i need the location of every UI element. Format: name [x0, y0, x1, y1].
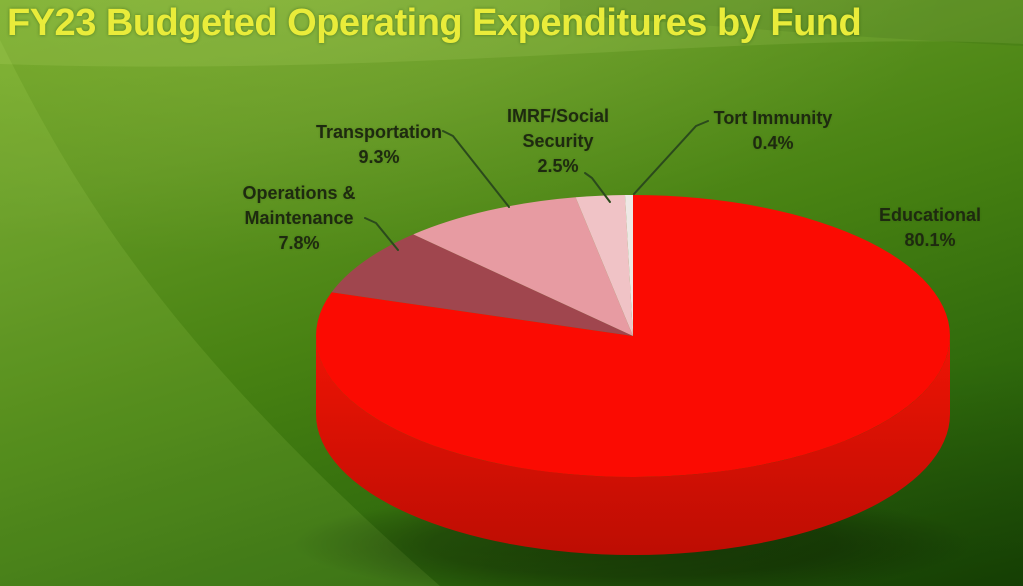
pie-slices: [315, 194, 950, 477]
callout-value: 9.3%: [358, 147, 400, 167]
callout-value: 7.8%: [278, 233, 320, 253]
top-swoosh-band: [0, 0, 1023, 67]
callout-value: 80.1%: [904, 230, 956, 250]
pie-side-face: [316, 336, 950, 555]
callout-tort-immunity: Tort Immunity 0.4%: [702, 106, 844, 156]
callout-label: Security: [522, 131, 594, 151]
callout-value: 0.4%: [752, 133, 794, 153]
callout-label: Educational: [878, 205, 981, 225]
callout-label: Operations &: [242, 183, 356, 203]
callout-label: Maintenance: [244, 208, 354, 228]
leader-operations-maintenance: [364, 217, 399, 251]
callout-label: Transportation: [315, 122, 442, 142]
pie-side-wall: [316, 336, 950, 555]
callout-value: 2.5%: [537, 156, 579, 176]
pie-slice-transportation: [413, 197, 633, 336]
callout-label: IMRF/Social: [506, 106, 609, 126]
callout-transportation: Transportation 9.3%: [299, 120, 459, 170]
callout-label: Tort Immunity: [713, 108, 833, 128]
callout-imrf-social-security: IMRF/Social Security 2.5%: [502, 104, 614, 179]
leader-tort-immunity: [633, 120, 709, 195]
callout-operations-maintenance: Operations & Maintenance 7.8%: [233, 181, 365, 256]
callout-educational: Educational 80.1%: [866, 203, 994, 253]
pie-slice-imrf-social-security: [575, 195, 633, 336]
leader-lines: [364, 120, 709, 251]
top-right-swoosh-shade: [560, 0, 1023, 46]
left-swoosh-wedge: [0, 40, 440, 586]
pie-slice-educational: [315, 195, 950, 477]
pie-slice-operations-maintenance: [331, 234, 633, 336]
leader-imrf-social-security: [584, 172, 611, 203]
pie-slice-tort-immunity: [625, 194, 633, 336]
leader-transportation: [442, 130, 510, 208]
slide-title: FY23 Budgeted Operating Expenditures by …: [7, 2, 862, 44]
